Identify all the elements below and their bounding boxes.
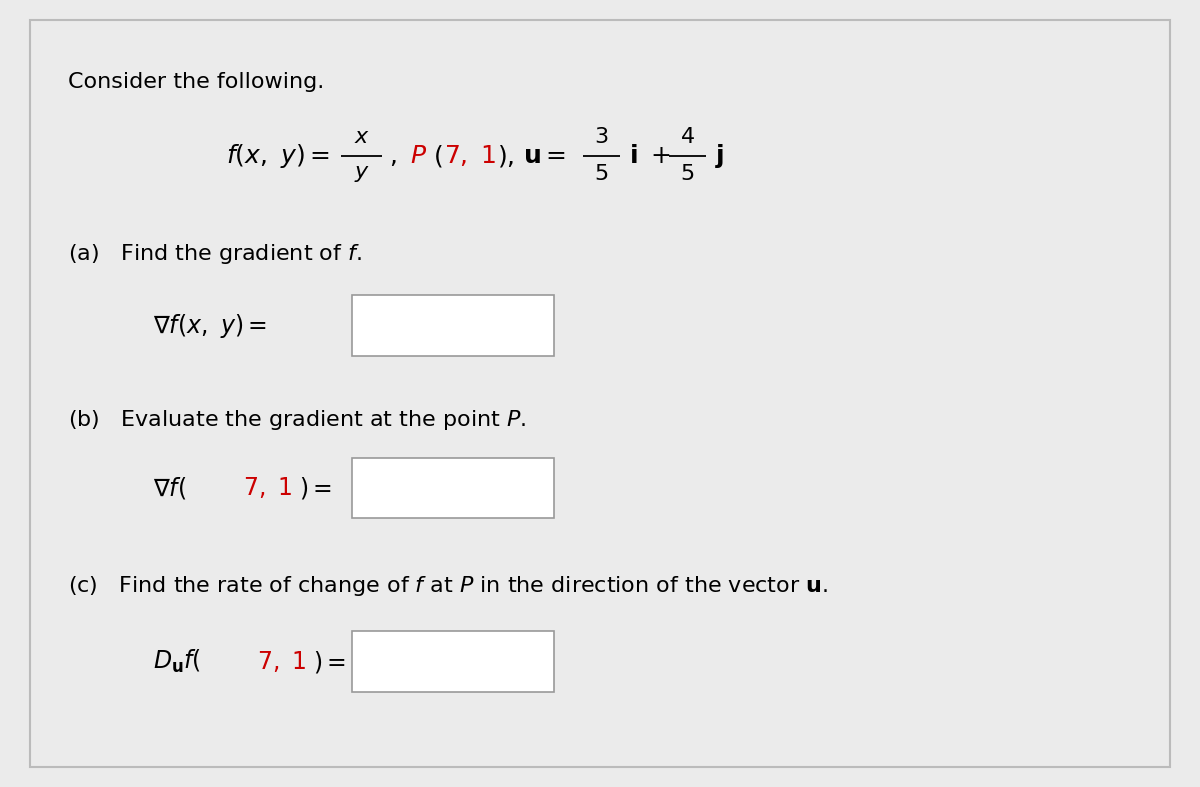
Text: $\nabla f($: $\nabla f($ (154, 475, 186, 501)
Text: $P$: $P$ (410, 143, 427, 168)
FancyBboxPatch shape (353, 295, 554, 356)
Text: $4$: $4$ (680, 127, 695, 147)
Text: $\nabla f(x,\ y) =$: $\nabla f(x,\ y) =$ (154, 312, 268, 339)
Text: $5$: $5$ (594, 164, 608, 183)
Text: $7,\ 1$: $7,\ 1$ (257, 649, 306, 674)
Text: $5$: $5$ (680, 164, 695, 183)
Text: $) =$: $) =$ (313, 648, 347, 674)
Text: $\mathbf{i}$: $\mathbf{i}$ (629, 143, 637, 168)
Text: $3$: $3$ (594, 127, 608, 147)
Text: $7,\ 1$: $7,\ 1$ (242, 475, 293, 501)
Text: $,$: $,$ (389, 143, 397, 168)
Text: $f(x,\ y) =$: $f(x,\ y) =$ (226, 142, 330, 169)
Text: (a)   Find the gradient of $f$.: (a) Find the gradient of $f$. (67, 242, 361, 266)
Text: Consider the following.: Consider the following. (67, 72, 324, 92)
FancyBboxPatch shape (353, 458, 554, 518)
Text: $) =$: $) =$ (299, 475, 332, 501)
Text: $\mathbf{u} =$: $\mathbf{u} =$ (523, 143, 565, 168)
Text: $),$: $),$ (498, 142, 515, 168)
Text: $7,\ 1$: $7,\ 1$ (444, 143, 497, 168)
Text: $y$: $y$ (354, 164, 370, 183)
Text: $x$: $x$ (354, 127, 370, 147)
Text: (b)   Evaluate the gradient at the point $P$.: (b) Evaluate the gradient at the point $… (67, 408, 526, 432)
Text: $D_\mathbf{u}f($: $D_\mathbf{u}f($ (154, 648, 202, 675)
Text: $\mathbf{j}$: $\mathbf{j}$ (715, 142, 725, 169)
Text: $($: $($ (433, 142, 443, 168)
Text: $+$: $+$ (649, 143, 670, 168)
Text: (c)   Find the rate of change of $f$ at $P$ in the direction of the vector $\mat: (c) Find the rate of change of $f$ at $P… (67, 575, 828, 598)
FancyBboxPatch shape (353, 631, 554, 692)
